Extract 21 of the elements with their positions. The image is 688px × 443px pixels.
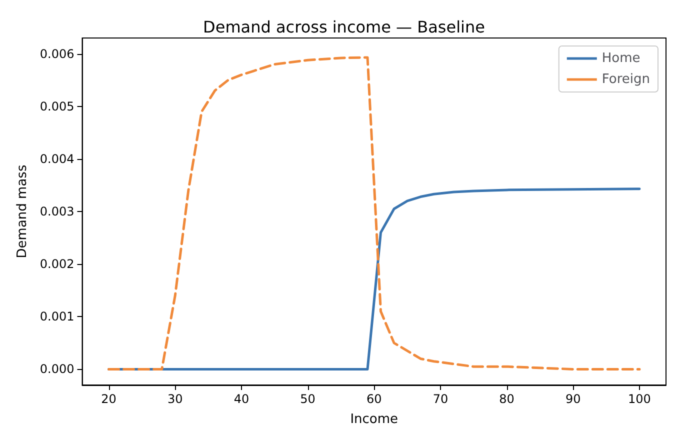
x-tick-label: 80 bbox=[499, 392, 514, 406]
chart-title: Demand across income — Baseline bbox=[203, 18, 485, 36]
y-tick-label: 0.002 bbox=[40, 257, 74, 272]
x-tick-label: 40 bbox=[234, 392, 250, 406]
x-tick-label: 100 bbox=[628, 392, 651, 406]
y-tick-label: 0.006 bbox=[40, 46, 74, 61]
x-tick-label: 20 bbox=[101, 392, 116, 406]
y-tick-label: 0.003 bbox=[40, 204, 74, 218]
x-tick-label: 60 bbox=[366, 392, 382, 406]
y-tick-label: 0.001 bbox=[40, 310, 74, 324]
legend-label: Home bbox=[602, 51, 640, 66]
x-tick-label: 70 bbox=[432, 392, 448, 406]
y-tick-label: 0.005 bbox=[40, 99, 74, 114]
x-tick-label: 30 bbox=[167, 392, 183, 406]
x-axis-title: Income bbox=[350, 412, 398, 427]
y-tick-label: 0.000 bbox=[40, 362, 74, 376]
x-tick-label: 50 bbox=[300, 392, 316, 406]
x-tick-label: 90 bbox=[565, 392, 581, 406]
y-axis-title: Demand mass bbox=[15, 164, 30, 258]
legend-label: Foreign bbox=[602, 72, 650, 87]
y-tick-label: 0.004 bbox=[40, 152, 74, 166]
